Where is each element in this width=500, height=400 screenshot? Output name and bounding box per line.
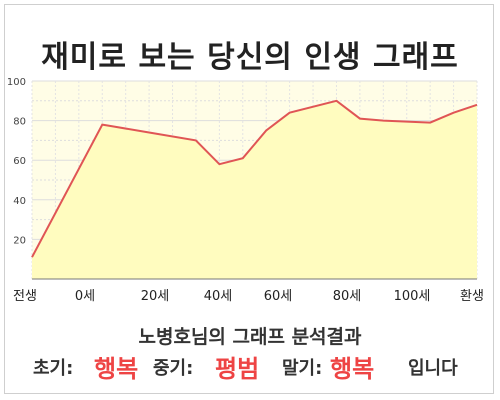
y-tick-label: 60 <box>13 156 26 167</box>
middle-label: 중기: <box>153 358 194 379</box>
y-tick-labels: 20 40 60 80 100 <box>7 77 26 246</box>
result-suffix: 입니다 <box>408 358 458 379</box>
x-tick-label: 40세 <box>204 289 233 304</box>
x-tick-label: 전생 <box>13 289 37 304</box>
page-title: 재미로 보는 당신의 인생 그래프 <box>41 40 459 75</box>
late-label: 말기: <box>282 358 323 379</box>
x-tick-label: 20세 <box>141 289 170 304</box>
x-tick-label: 80세 <box>333 289 362 304</box>
x-tick-label: 환생 <box>460 289 484 304</box>
x-tick-labels: 전생 0세 20세 40세 60세 80세 100세 환생 <box>13 289 484 304</box>
early-label: 초기: <box>33 358 74 379</box>
analysis-subtitle: 노병호님의 그래프 분석결과 <box>138 326 362 348</box>
early-value: 행복 <box>94 355 139 383</box>
x-tick-label: 0세 <box>75 289 95 304</box>
y-tick-label: 40 <box>13 196 26 207</box>
x-tick-label: 60세 <box>264 289 293 304</box>
late-value: 행복 <box>330 355 375 383</box>
middle-value: 평범 <box>215 355 260 383</box>
life-area <box>32 100 477 279</box>
x-tick-label: 100세 <box>394 289 431 304</box>
y-tick-label: 80 <box>13 117 26 128</box>
life-line <box>31 99 478 258</box>
result-line: 초기: 행복 중기: 평범 말기: 행복 입니다 <box>0 347 500 383</box>
y-tick-label: 20 <box>13 235 26 246</box>
chart-frame <box>4 4 494 394</box>
y-tick-label: 100 <box>7 77 26 88</box>
